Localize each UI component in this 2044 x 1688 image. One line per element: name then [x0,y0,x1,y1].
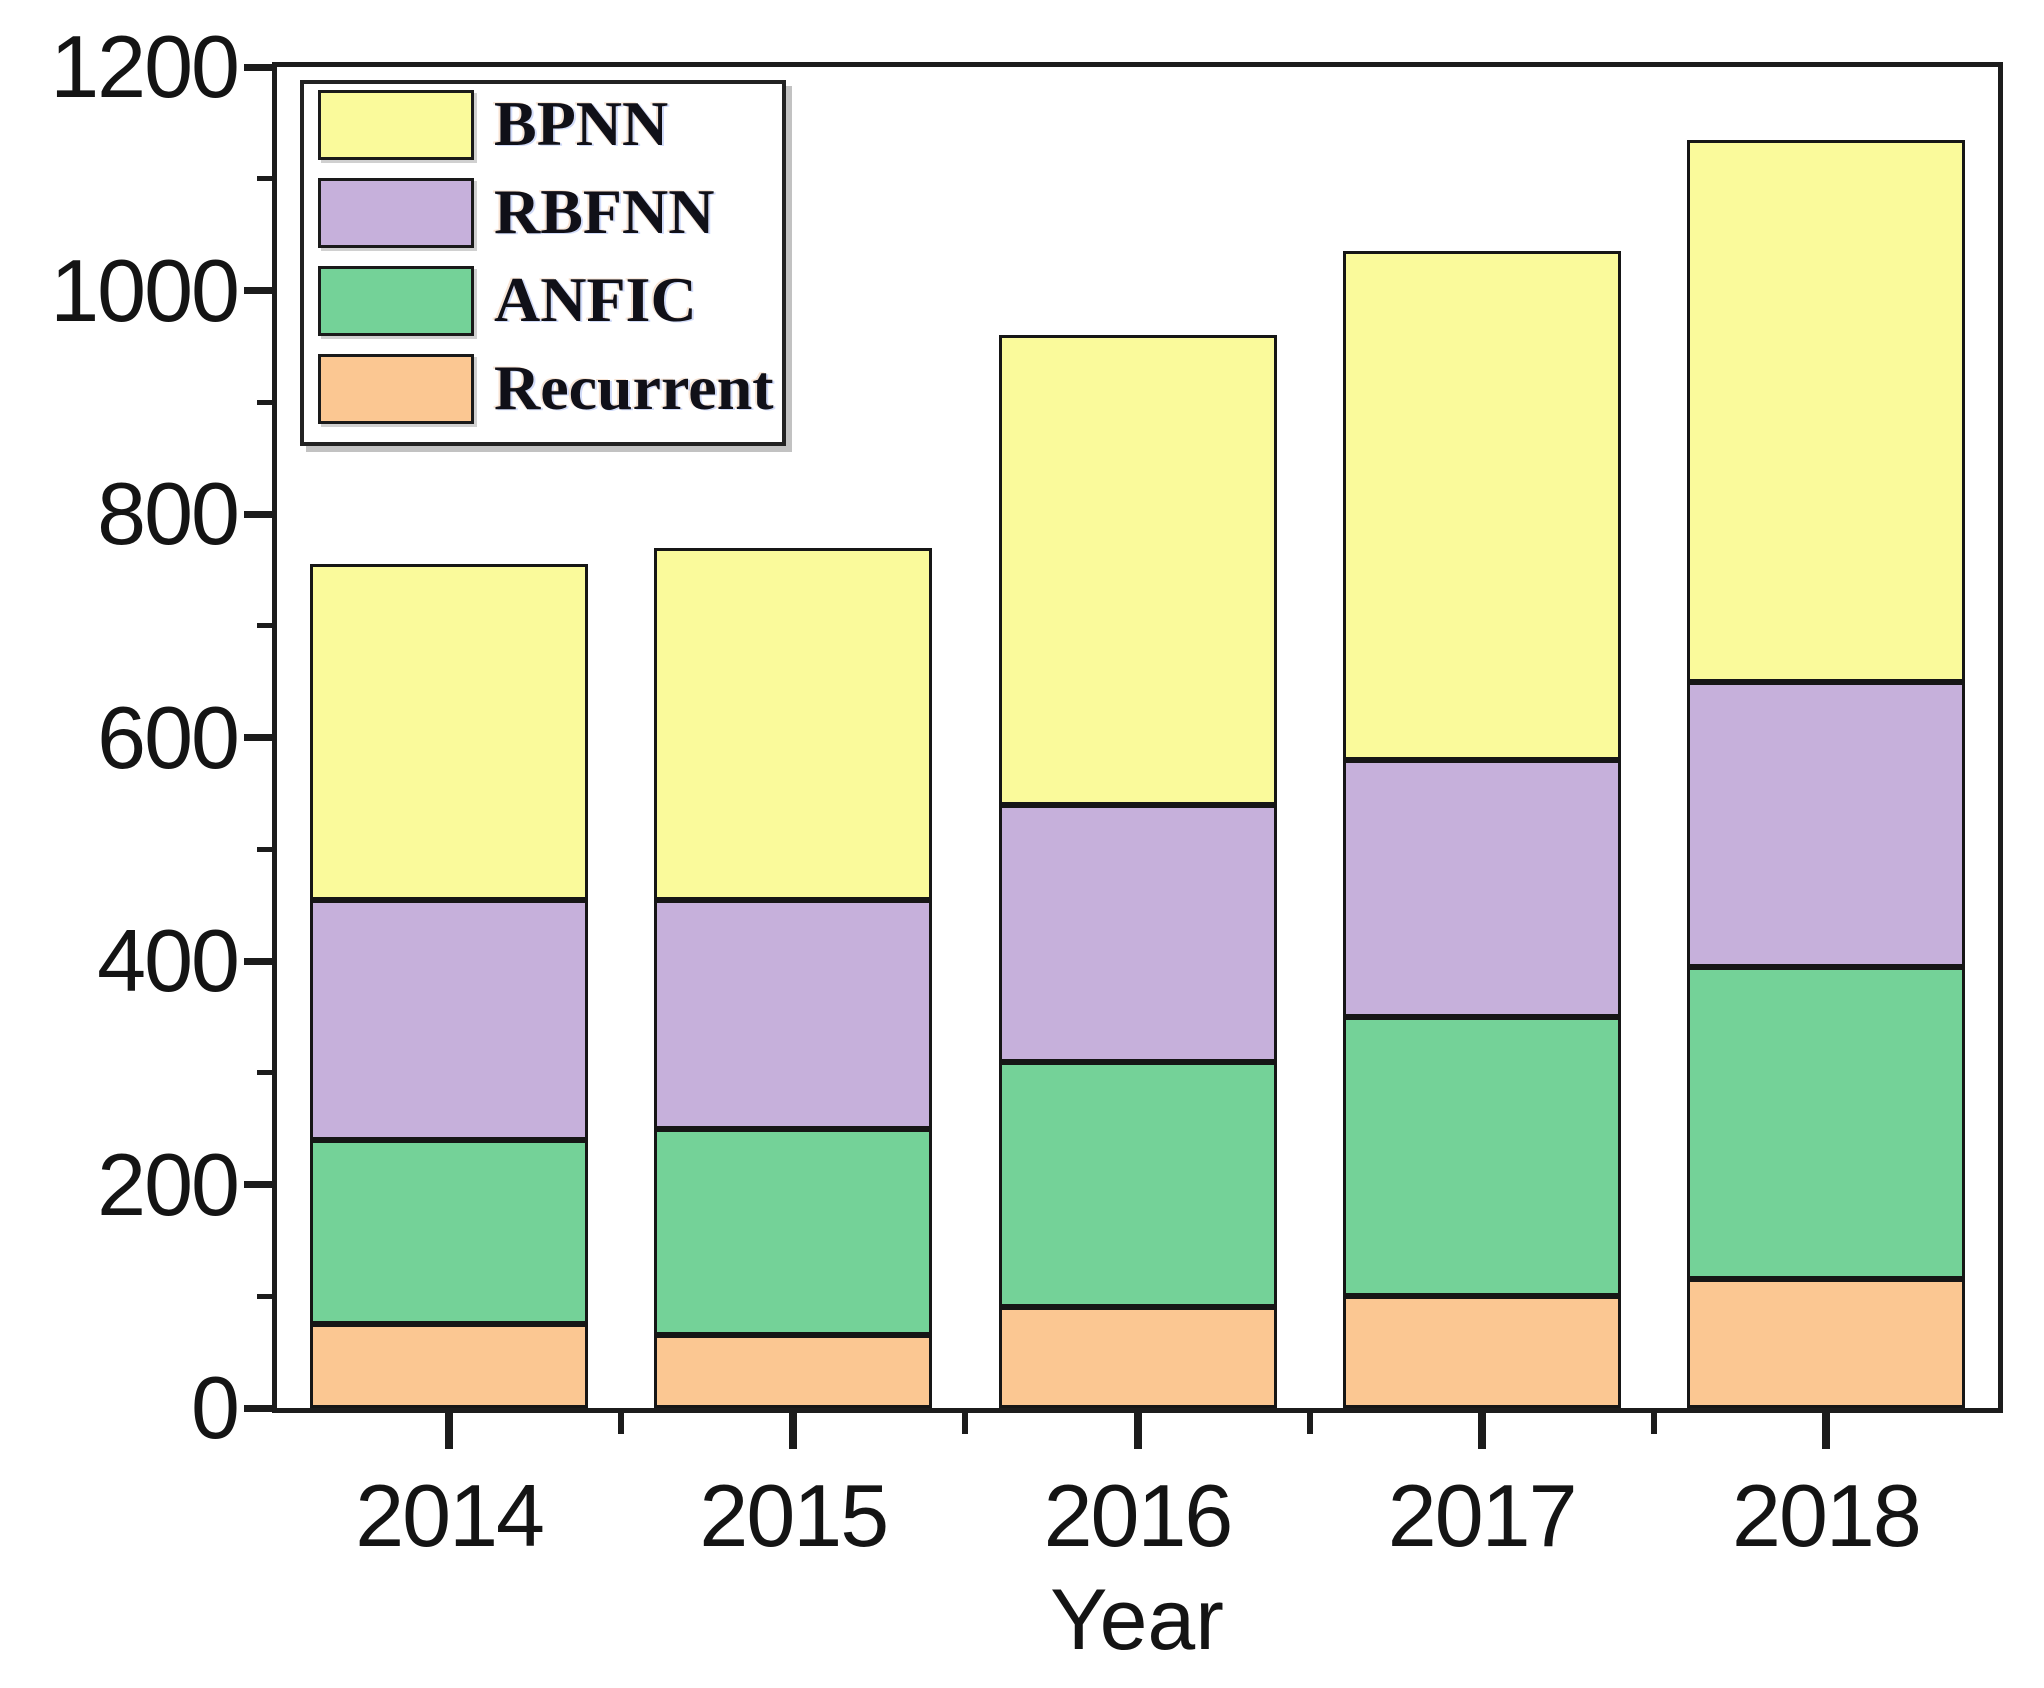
x-major-tick [1821,1413,1830,1449]
legend-swatch-anfic-icon [318,266,474,336]
x-tick-label: 2018 [1732,1466,1922,1565]
x-tick-label: 2017 [1387,1466,1578,1565]
x-major-tick [1133,1413,1142,1449]
legend-swatch-recurrent-icon [318,354,474,424]
y-tick-label: 1200 [50,17,240,116]
bar-2015-recurrent-segment [654,1335,933,1408]
y-minor-tick [257,399,272,405]
bar-2014-bpnn-segment [310,564,589,900]
x-major-tick [445,1413,454,1449]
y-minor-tick [257,846,272,852]
legend-swatch-rbfnn-icon [318,178,474,248]
legend-box: BPNN RBFNN ANFIC Recurrent [300,80,786,446]
y-minor-tick [257,1070,272,1076]
bar-2016-rbfnn-segment [998,804,1277,1062]
y-major-tick [244,1181,272,1188]
bar-2015-anfic-segment [654,1128,933,1336]
y-major-tick [244,287,272,294]
y-tick-label: 400 [97,911,240,1010]
y-major-tick [244,1404,272,1412]
legend-label: ANFIC [494,264,697,335]
y-major-tick [244,63,272,71]
x-minor-tick [962,1413,969,1434]
x-minor-tick [1306,1413,1313,1434]
legend-swatch-bpnn-icon [318,90,474,160]
x-minor-tick [618,1413,625,1434]
y-tick-label: 200 [97,1134,240,1234]
y-tick-label: 1000 [50,240,240,340]
bar-2017-bpnn-segment [1342,251,1621,760]
legend-item-anfic: ANFIC [318,264,768,336]
x-tick-label: 2016 [1043,1466,1234,1565]
legend-label: RBFNN [494,176,715,247]
bar-2016-bpnn-segment [998,335,1277,805]
bar-2017-anfic-segment [1342,1016,1621,1297]
y-tick-label: 600 [97,687,240,787]
bar-2016-recurrent-segment [998,1307,1277,1408]
bar-2018-rbfnn-segment [1686,681,1965,967]
x-major-tick [789,1413,798,1449]
y-tick-label: 0 [191,1358,240,1457]
legend-label: BPNN [494,88,669,159]
bar-2018-anfic-segment [1686,966,1965,1280]
bar-2016-anfic-segment [998,1061,1277,1308]
legend-label: Recurrent [494,352,774,423]
bar-2015-bpnn-segment [654,547,933,900]
bar-2014-recurrent-segment [310,1324,589,1408]
bar-2017-rbfnn-segment [1342,759,1621,1017]
x-tick-label: 2015 [699,1466,889,1565]
y-major-tick [244,510,272,518]
bar-2014-rbfnn-segment [310,899,589,1140]
legend-item-bpnn: BPNN [318,88,768,160]
legend-item-rbfnn: RBFNN [318,176,768,248]
bar-2014-anfic-segment [310,1139,589,1325]
bar-2017-recurrent-segment [1342,1296,1621,1408]
x-tick-label: 2014 [355,1466,545,1565]
bar-2015-rbfnn-segment [654,899,933,1129]
bar-2018-recurrent-segment [1686,1279,1965,1408]
y-minor-tick [257,1293,272,1299]
y-minor-tick [257,176,272,182]
bar-2018-bpnn-segment [1686,139,1965,682]
y-major-tick [244,734,272,741]
y-major-tick [244,957,272,965]
legend-item-recurrent: Recurrent [318,352,774,424]
x-minor-tick [1650,1413,1657,1434]
x-major-tick [1477,1413,1486,1449]
y-tick-label: 800 [97,464,240,563]
x-axis-title: Year [1050,1572,1224,1668]
y-minor-tick [257,623,272,629]
